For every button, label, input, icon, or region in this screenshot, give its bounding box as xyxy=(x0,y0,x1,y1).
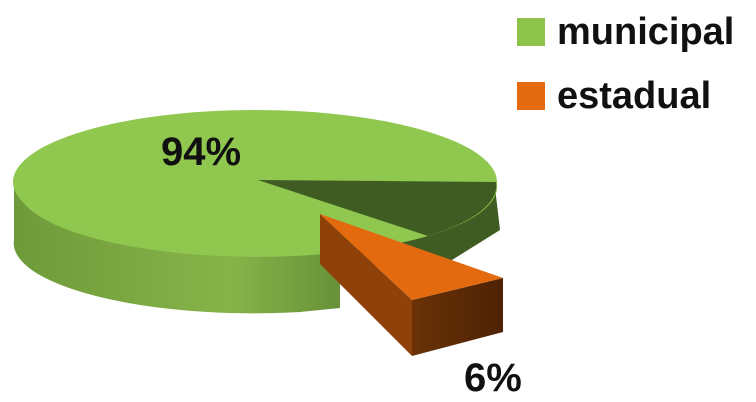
chart-legend: municipal estadual xyxy=(517,10,734,138)
legend-label-municipal: municipal xyxy=(557,10,735,53)
slice-estadual xyxy=(320,214,503,356)
slice-municipal-side xyxy=(13,180,497,314)
slice-municipal xyxy=(13,110,500,314)
legend-item-municipal: municipal xyxy=(517,10,734,54)
data-label-municipal: 94% xyxy=(161,130,242,174)
slice-municipal-cut xyxy=(258,180,497,236)
legend-swatch-estadual xyxy=(517,82,545,110)
legend-item-estadual: estadual xyxy=(517,74,734,118)
data-label-estadual: 6% xyxy=(464,356,522,400)
legend-swatch-municipal xyxy=(517,18,545,46)
slice-estadual-left-face xyxy=(320,214,412,356)
slice-estadual-top xyxy=(320,214,503,300)
legend-label-estadual: estadual xyxy=(557,74,712,117)
slice-estadual-side xyxy=(412,278,503,356)
